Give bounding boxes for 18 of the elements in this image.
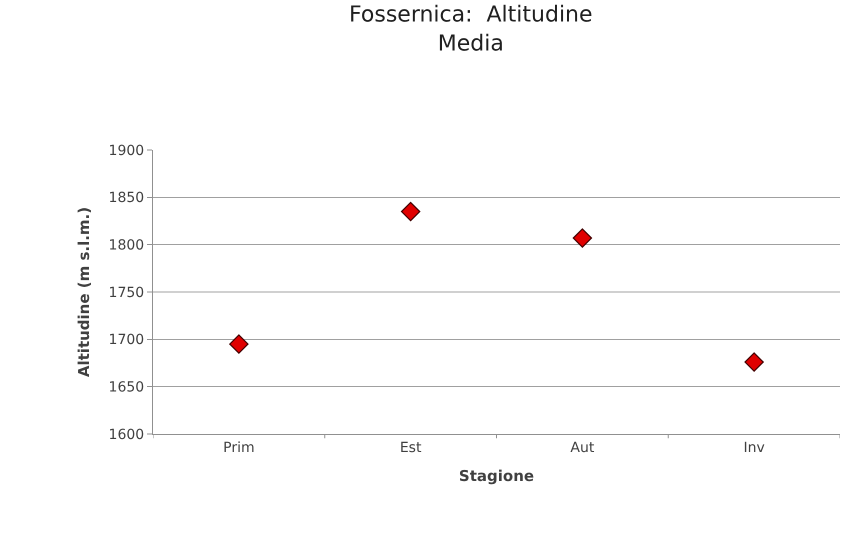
x-tick-label: Est xyxy=(400,440,422,456)
x-tick-label: Prim xyxy=(223,440,255,456)
y-tick-label: 1750 xyxy=(108,284,144,301)
x-tick-label: Aut xyxy=(570,440,595,456)
y-tick-label: 1650 xyxy=(108,380,144,396)
y-tick-label: 1700 xyxy=(108,332,144,348)
x-axis-title: Stagione xyxy=(458,466,534,485)
point xyxy=(744,352,764,372)
y-tick-label: 1900 xyxy=(108,142,144,159)
point xyxy=(572,228,592,248)
x-tick-label: Inv xyxy=(743,440,765,456)
y-tick-label: 1800 xyxy=(108,238,144,254)
point xyxy=(400,202,420,222)
y-axis-title: Altitudine (m s.l.m.) xyxy=(74,206,93,378)
point xyxy=(229,334,249,354)
chart-title: Fossernica: Altitudine Media xyxy=(349,2,593,56)
y-tick-label: 1600 xyxy=(108,426,144,443)
y-tick-label: 1850 xyxy=(108,190,144,206)
